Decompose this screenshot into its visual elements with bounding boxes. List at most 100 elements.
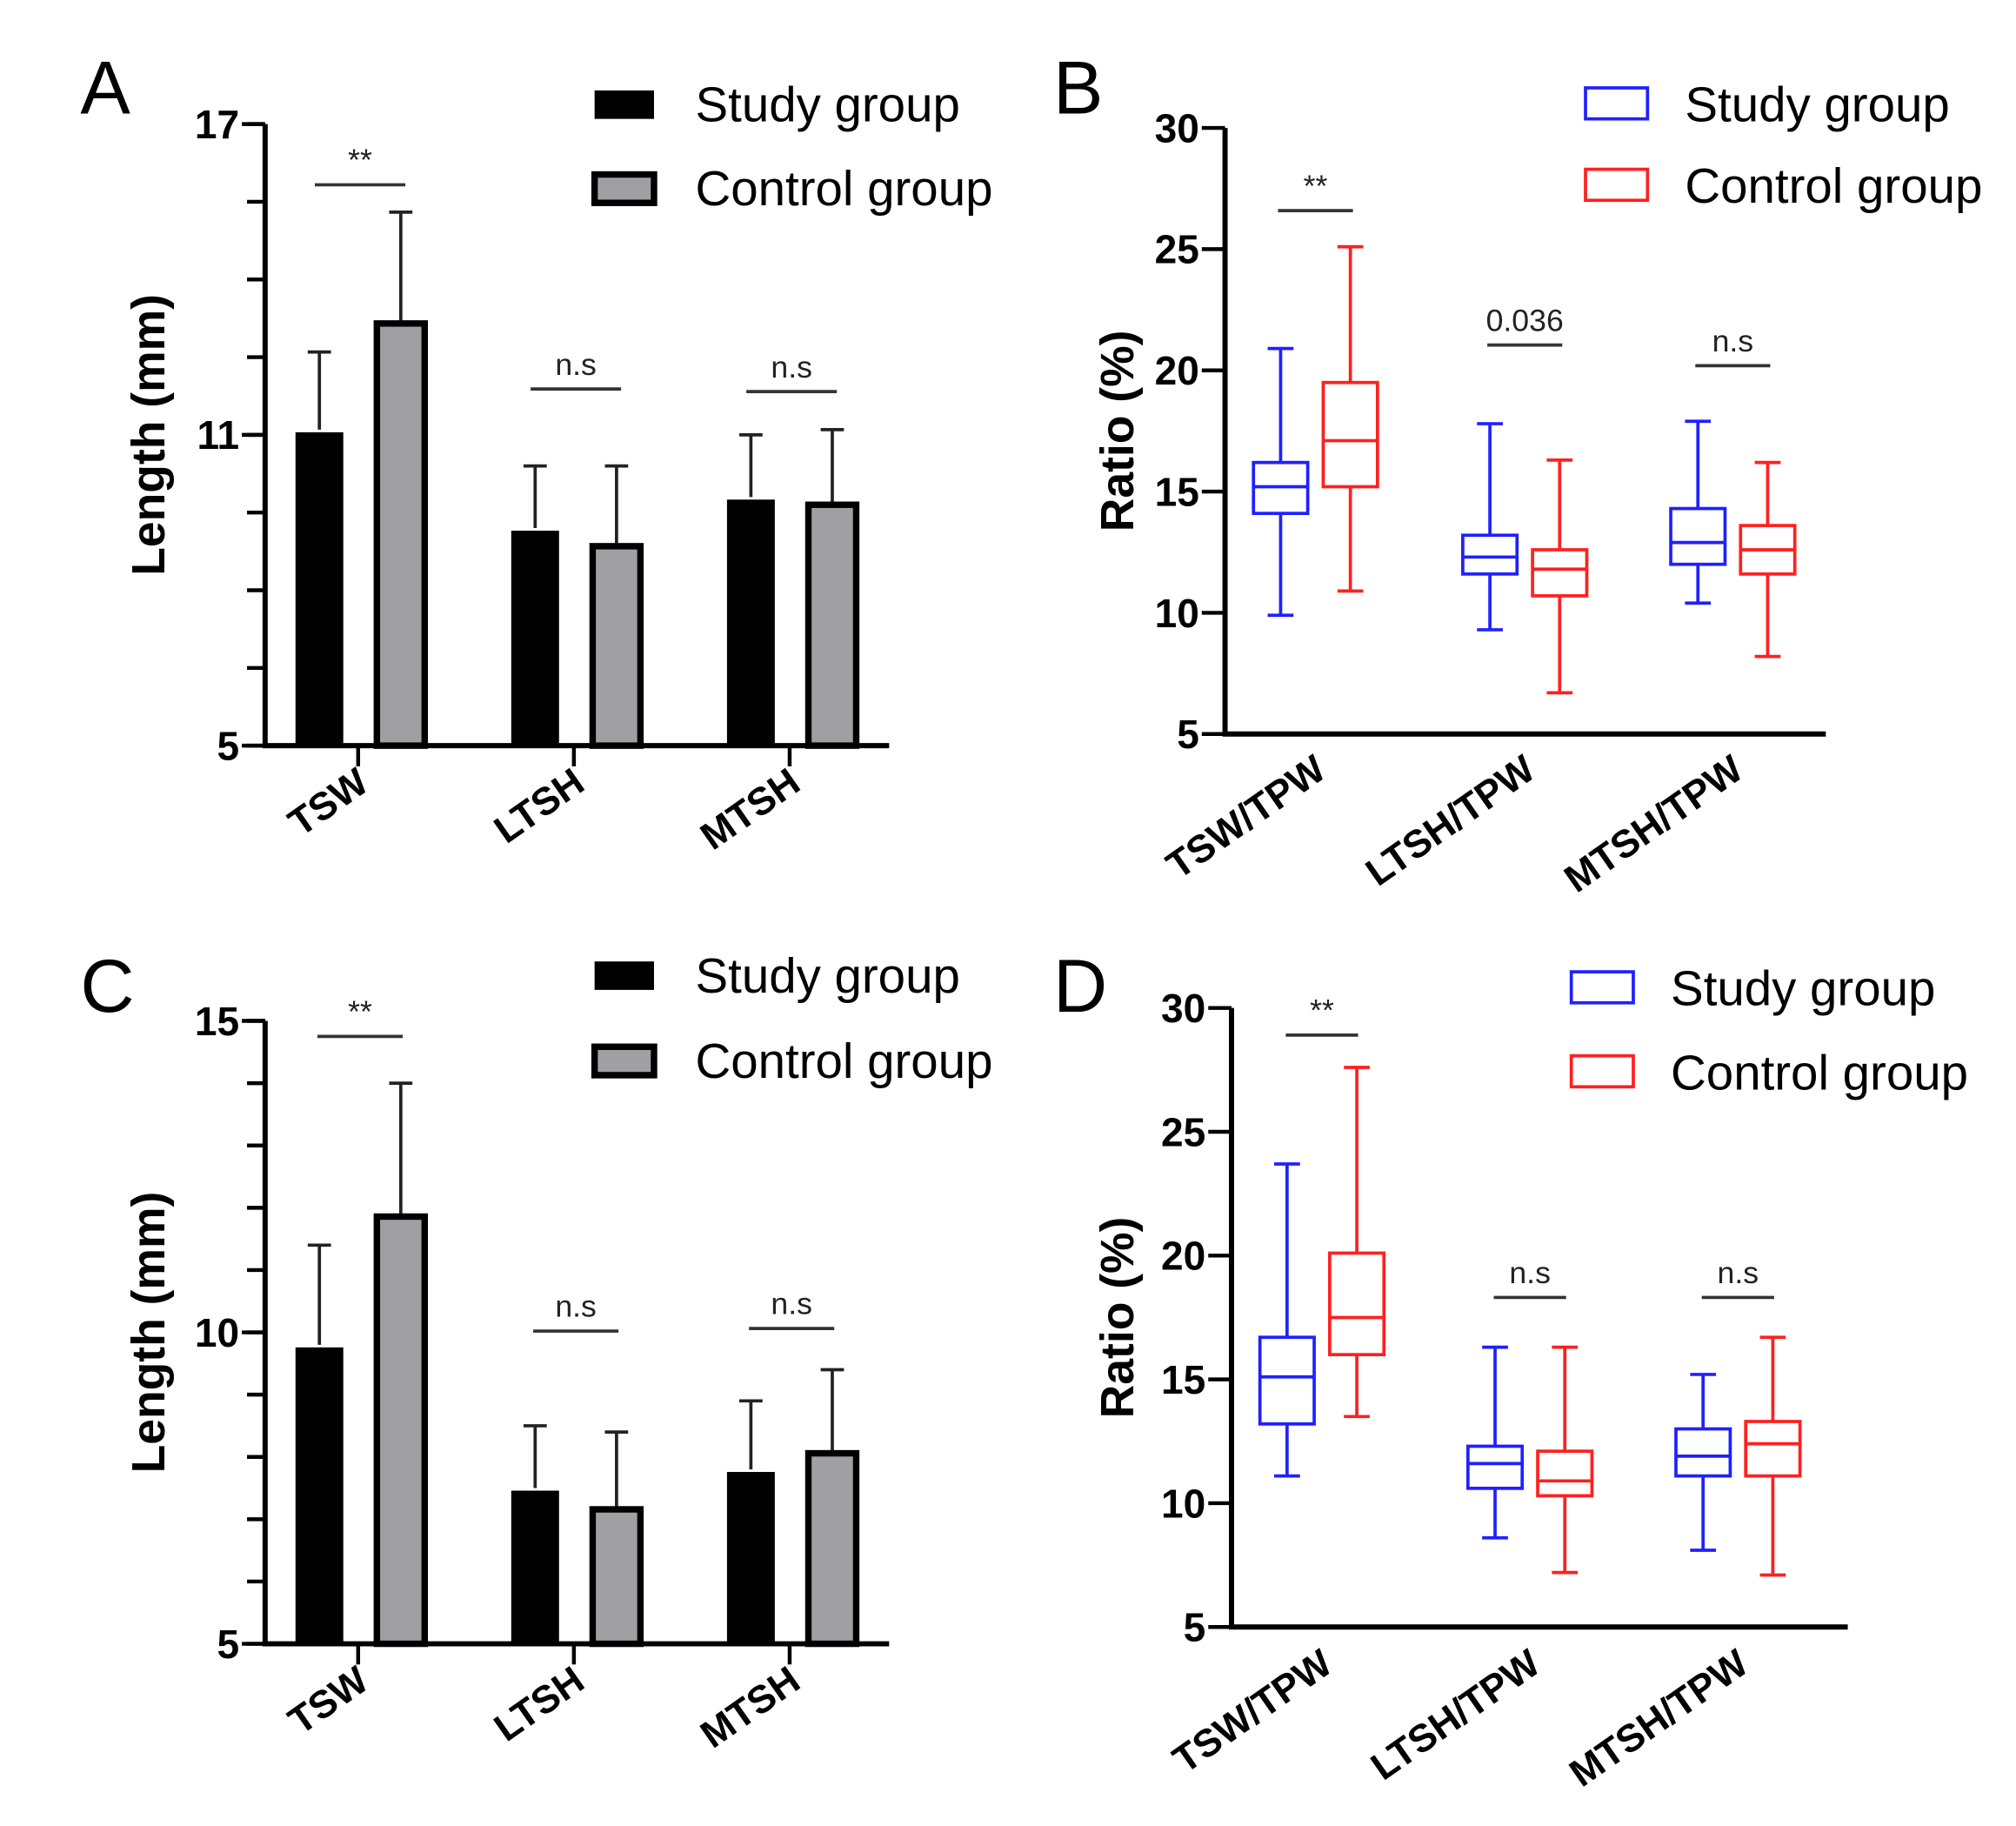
bar-study: [511, 1490, 559, 1644]
box-control: [1531, 458, 1589, 695]
y-tick-label: 25: [1155, 227, 1199, 272]
y-tick-label: 20: [1161, 1234, 1205, 1279]
panel-letter: B: [1053, 47, 1103, 130]
bar-study: [726, 1472, 775, 1644]
iqr-box: [1258, 1335, 1316, 1426]
iqr-box: [1321, 380, 1379, 489]
legend-label: Control group: [696, 161, 993, 216]
y-tick-label: 10: [1161, 1481, 1205, 1526]
x-tick-label: MTSH: [693, 760, 807, 859]
x-tick-label: LTSH: [487, 760, 592, 852]
significance-label: 0.036: [1486, 303, 1564, 338]
significance-label: **: [348, 994, 372, 1029]
y-tick-label: 5: [217, 723, 240, 768]
y-tick-label: 11: [197, 412, 239, 458]
legend-label: Control group: [1671, 1045, 1968, 1100]
x-tick-label: TSW: [281, 1659, 376, 1743]
legend-swatch-control: [1569, 1053, 1635, 1089]
legend-swatch-study: [594, 961, 654, 990]
iqr-box: [1674, 1427, 1732, 1478]
iqr-box: [1744, 1420, 1802, 1478]
panel-letter: C: [80, 945, 134, 1028]
y-tick-label: 30: [1161, 986, 1205, 1031]
y-tick-label: 15: [1161, 1357, 1205, 1402]
box-study: [1465, 1345, 1525, 1540]
bar-study: [295, 431, 344, 746]
x-tick-label: TSW/TPW: [1165, 1642, 1339, 1782]
legend-swatch-study: [594, 90, 654, 119]
legend-swatch-control: [591, 1043, 658, 1079]
x-tick-label: TSW: [281, 760, 376, 845]
bar-control: [373, 320, 429, 749]
y-tick-label: 17: [195, 102, 239, 147]
iqr-box: [1465, 1444, 1525, 1490]
x-tick-label: TSW/TPW: [1159, 747, 1333, 887]
legend-label: Study group: [696, 77, 960, 132]
iqr-box: [1536, 1449, 1594, 1498]
y-axis-label: Ratio (%): [1092, 331, 1144, 532]
bar-study: [511, 531, 559, 746]
bar-control: [589, 1506, 644, 1648]
legend-swatch-control: [591, 171, 658, 206]
significance-label: **: [348, 143, 372, 177]
bar-study: [726, 499, 775, 746]
y-tick-label: 5: [1177, 712, 1199, 757]
iqr-box: [1328, 1251, 1386, 1357]
significance-label: **: [1310, 993, 1334, 1028]
legend-swatch-study: [1569, 970, 1635, 1005]
box-study: [1669, 419, 1727, 605]
panel-b: B 5 10 15 20 25 30 Ratio (%) TSW/TPW ** LTSH/TPW 0.…: [1053, 47, 1982, 901]
panel-a: A 5 11 17 Length (mm) TSW ** LTSH n.s MTSH n.s Stud…: [80, 47, 992, 859]
y-tick-label: 5: [1184, 1605, 1206, 1650]
x-tick-label: LTSH/TPW: [1358, 747, 1543, 894]
legend-label: Study group: [1685, 77, 1949, 132]
significance-label: n.s: [771, 350, 812, 385]
x-tick-label: LTSH: [487, 1659, 592, 1750]
y-tick-label: 15: [1155, 469, 1199, 514]
bar-control: [804, 501, 860, 749]
significance-label: n.s: [555, 347, 597, 382]
bar-control: [589, 543, 644, 749]
box-study: [1252, 346, 1310, 618]
y-axis-label: Length (mm): [123, 1192, 175, 1474]
significance-label: **: [1304, 169, 1328, 204]
x-tick-label: LTSH/TPW: [1364, 1642, 1548, 1789]
legend-label: Study group: [1671, 961, 1935, 1016]
panel-c: C 5 10 15 Length (mm) TSW ** LTSH n.s MTSH n.s Stud…: [80, 945, 992, 1756]
iqr-box: [1461, 533, 1519, 576]
bar-control: [373, 1213, 429, 1648]
box-study: [1674, 1373, 1732, 1552]
box-control: [1744, 1335, 1802, 1577]
panel-letter: D: [1053, 945, 1107, 1028]
bar-control: [804, 1449, 860, 1648]
significance-label: n.s: [1509, 1255, 1551, 1290]
legend-swatch-study: [1584, 86, 1650, 121]
box-control: [1536, 1345, 1594, 1575]
x-tick-label: MTSH/TPW: [1562, 1642, 1756, 1795]
box-control: [1321, 244, 1379, 593]
iqr-box: [1531, 548, 1589, 598]
panel-letter: A: [80, 47, 130, 130]
legend-label: Control group: [1685, 158, 1982, 213]
y-axis-label: Ratio (%): [1092, 1217, 1144, 1419]
panel-d: D 5 10 15 20 25 30 Ratio (%) TSW/TPW ** LTSH/TPW n.…: [1053, 945, 1968, 1796]
legend-swatch-control: [1584, 167, 1650, 203]
y-tick-label: 5: [217, 1622, 240, 1667]
box-control: [1328, 1066, 1386, 1419]
legend-label: Study group: [696, 948, 960, 1003]
bar-study: [295, 1347, 344, 1644]
y-axis-label: Length (mm): [123, 294, 175, 576]
x-tick-label: MTSH/TPW: [1557, 747, 1751, 900]
significance-label: n.s: [555, 1289, 597, 1324]
y-tick-label: 10: [195, 1310, 239, 1355]
box-study: [1258, 1162, 1316, 1478]
y-tick-label: 20: [1155, 348, 1199, 393]
significance-label: n.s: [1712, 324, 1754, 358]
y-tick-label: 10: [1155, 591, 1199, 636]
iqr-box: [1669, 506, 1727, 566]
box-control: [1739, 460, 1797, 659]
significance-label: n.s: [771, 1287, 812, 1321]
legend-label: Control group: [696, 1033, 993, 1088]
box-study: [1461, 422, 1519, 632]
